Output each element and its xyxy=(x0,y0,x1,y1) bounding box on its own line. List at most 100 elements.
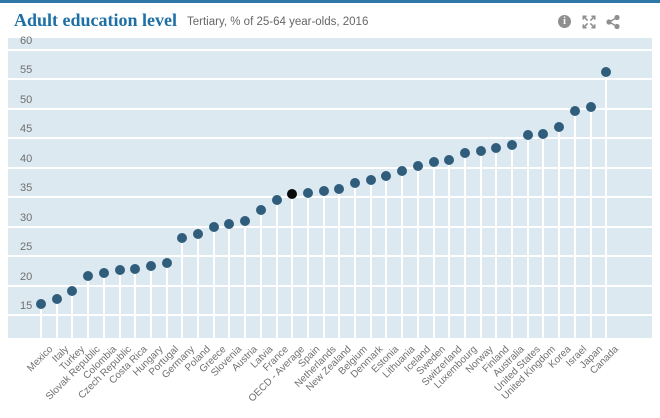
data-point-Canada[interactable] xyxy=(601,67,612,78)
data-point-Costa Rica[interactable] xyxy=(130,264,141,275)
lollipop-stem xyxy=(71,294,74,338)
data-point-Iceland[interactable] xyxy=(412,161,423,171)
data-point-Australia[interactable] xyxy=(507,140,517,151)
lollipop-stem xyxy=(463,156,466,338)
lollipop-stem xyxy=(291,197,294,338)
data-point-Italy[interactable] xyxy=(51,294,62,305)
lollipop-stem xyxy=(573,113,576,338)
lollipop-stem xyxy=(479,153,482,338)
lollipop-stem xyxy=(495,150,498,338)
lollipop-stem xyxy=(589,109,592,338)
y-tick-label: 25 xyxy=(20,241,33,254)
y-tick-label: 55 xyxy=(20,64,33,77)
lollipop-stem xyxy=(605,75,608,338)
lollipop-stem xyxy=(432,164,435,338)
lollipop-stem xyxy=(102,276,105,338)
data-point-Latvia[interactable] xyxy=(255,204,266,215)
lollipop-stem xyxy=(197,237,199,338)
data-point-Denmark[interactable] xyxy=(365,174,376,185)
data-point-Turkey[interactable] xyxy=(67,286,78,297)
lollipop-stem xyxy=(118,273,121,338)
lollipop-stem xyxy=(322,194,325,338)
data-point-Hungary[interactable] xyxy=(145,260,156,271)
lollipop-stem xyxy=(526,138,529,338)
data-point-Japan[interactable] xyxy=(585,101,596,112)
lollipop-stem xyxy=(275,203,278,338)
x-axis-label-Mexico: Mexico xyxy=(25,344,56,375)
lollipop-stem xyxy=(385,179,388,338)
data-point-New Zealand[interactable] xyxy=(334,183,345,194)
y-tick-label: 60 xyxy=(20,35,33,47)
lollipop-stem xyxy=(181,240,184,338)
lollipop-stem xyxy=(40,307,42,338)
y-tick-label: 50 xyxy=(20,93,33,106)
lollipop-stem xyxy=(416,169,419,338)
lollipop-stem xyxy=(354,186,356,338)
data-point-Switzerland[interactable] xyxy=(444,154,455,165)
accent-top-border xyxy=(0,0,660,3)
gridline-25 xyxy=(8,255,652,258)
y-tick-label: 45 xyxy=(20,123,33,136)
y-tick-label: 20 xyxy=(20,270,33,283)
y-tick-label: 35 xyxy=(20,182,33,195)
data-point-France[interactable] xyxy=(271,195,282,206)
data-point-Spain[interactable] xyxy=(302,188,313,199)
data-point-Israel[interactable] xyxy=(569,105,580,116)
lollipop-stem xyxy=(55,302,58,338)
data-point-Mexico[interactable] xyxy=(36,299,46,310)
lollipop-stem xyxy=(401,173,404,338)
lollipop-stem xyxy=(149,268,152,338)
gridline-55 xyxy=(8,78,652,81)
data-point-Korea[interactable] xyxy=(554,122,565,133)
data-point-Greece[interactable] xyxy=(208,221,219,232)
data-point-Austria[interactable] xyxy=(240,215,251,226)
data-point-United Kingdom[interactable] xyxy=(538,128,549,139)
data-point-Estonia[interactable] xyxy=(381,171,392,182)
lollipop-stem xyxy=(259,212,262,338)
gridline-20 xyxy=(8,284,652,287)
data-point-Slovak Republic[interactable] xyxy=(83,270,94,281)
lollipop-stem xyxy=(448,162,451,338)
info-icon[interactable]: i xyxy=(557,14,572,29)
lollipop-stem xyxy=(338,191,341,338)
gridline-40 xyxy=(8,166,652,169)
share-icon[interactable] xyxy=(605,14,620,29)
gridline-60 xyxy=(8,49,652,51)
data-point-Finland[interactable] xyxy=(491,142,502,153)
lollipop-stem xyxy=(306,196,309,338)
data-point-Slovenia[interactable] xyxy=(224,218,235,229)
gridline-45 xyxy=(8,137,652,140)
data-point-Germany[interactable] xyxy=(177,232,188,243)
gridline-15 xyxy=(8,314,652,316)
x-axis-labels: Mexico Italy Turkey Slovak Republic Colombia… xyxy=(0,338,660,418)
data-point-Norway[interactable] xyxy=(475,145,486,156)
header-toolbar: i xyxy=(557,14,620,29)
data-point-Belgium[interactable] xyxy=(350,178,360,189)
data-point-United States[interactable] xyxy=(522,130,533,141)
data-point-Portugal[interactable] xyxy=(161,258,172,269)
data-point-Lithuania[interactable] xyxy=(397,165,408,176)
lollipop-stem xyxy=(134,272,137,338)
lollipop-stem xyxy=(244,223,247,338)
chart-header: Adult education level Tertiary, % of 25-… xyxy=(0,3,660,38)
chart-subtitle: Tertiary, % of 25-64 year-olds, 2016 xyxy=(187,16,369,28)
lollipop-stem xyxy=(369,182,372,338)
lollipop-stem xyxy=(212,229,215,338)
fullscreen-icon[interactable] xyxy=(581,14,596,29)
lollipop-stem xyxy=(542,136,545,338)
data-point-Poland[interactable] xyxy=(193,229,203,240)
data-point-highlight-OECD - Average[interactable] xyxy=(287,189,298,200)
lollipop-stem xyxy=(87,278,90,338)
lollipop-stem xyxy=(228,226,231,338)
y-tick-label: 30 xyxy=(20,211,33,224)
data-point-Czech Republic[interactable] xyxy=(114,265,125,276)
data-point-Netherlands[interactable] xyxy=(318,186,329,197)
data-point-Luxembourg[interactable] xyxy=(459,148,470,159)
data-point-Colombia[interactable] xyxy=(98,268,109,279)
data-point-Sweden[interactable] xyxy=(428,156,439,167)
chart-title: Adult education level xyxy=(14,10,178,30)
gridline-50 xyxy=(8,107,652,110)
lollipop-stem xyxy=(165,266,168,338)
lollipop-stem xyxy=(511,148,513,338)
